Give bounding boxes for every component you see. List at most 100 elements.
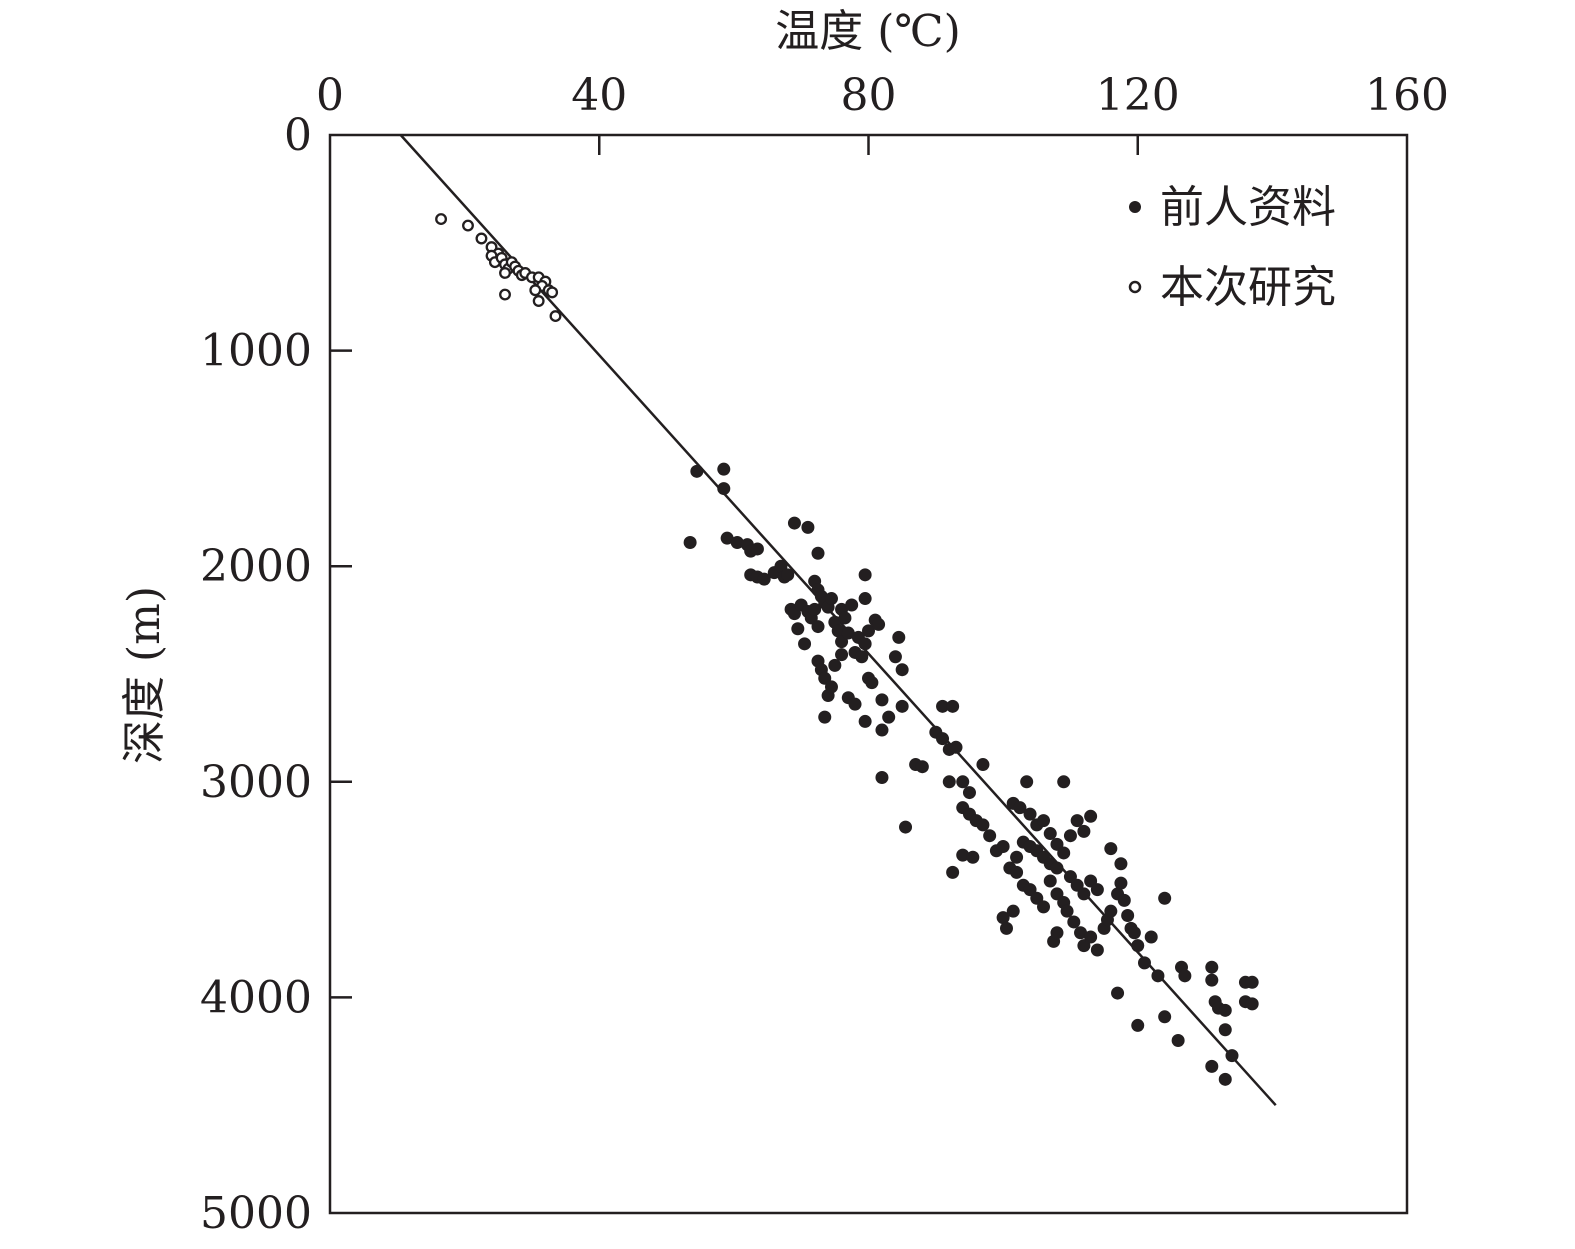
data-point-filled bbox=[1013, 801, 1027, 815]
data-point-filled bbox=[1037, 900, 1051, 914]
data-point-filled bbox=[1218, 1023, 1232, 1037]
data-point-filled bbox=[1006, 904, 1020, 918]
y-axis-title: 深度 (m) bbox=[119, 586, 170, 764]
data-point-filled bbox=[818, 710, 832, 724]
y-tick-label: 2000 bbox=[200, 541, 312, 592]
data-points bbox=[435, 213, 1259, 1086]
data-point-filled bbox=[1020, 775, 1034, 789]
data-point-filled bbox=[1127, 926, 1141, 940]
data-point-filled bbox=[1158, 891, 1172, 905]
data-point-open bbox=[475, 232, 488, 245]
data-point-filled bbox=[976, 758, 990, 772]
data-point-filled bbox=[1023, 807, 1037, 821]
data-point-filled bbox=[875, 770, 889, 784]
x-axis-title: 温度 (℃) bbox=[775, 6, 961, 57]
data-point-filled bbox=[942, 775, 956, 789]
data-point-filled bbox=[1117, 893, 1131, 907]
data-point-filled bbox=[1218, 1072, 1232, 1086]
y-tick-label: 1000 bbox=[200, 326, 312, 377]
data-point-filled bbox=[875, 723, 889, 737]
data-point-filled bbox=[1010, 850, 1024, 864]
data-point-filled bbox=[1245, 975, 1259, 989]
data-point-filled bbox=[882, 710, 896, 724]
data-point-filled bbox=[824, 680, 838, 694]
data-point-filled bbox=[996, 839, 1010, 853]
data-point-filled bbox=[1070, 814, 1084, 828]
data-point-filled bbox=[1090, 943, 1104, 957]
data-point-filled bbox=[1050, 926, 1064, 940]
data-point-filled bbox=[858, 637, 872, 651]
data-point-filled bbox=[946, 699, 960, 713]
data-point-filled bbox=[858, 714, 872, 728]
data-point-filled bbox=[946, 865, 960, 879]
data-point-filled bbox=[1077, 887, 1091, 901]
data-point-filled bbox=[872, 617, 886, 631]
y-tick-label: 0 bbox=[284, 110, 312, 161]
data-point-filled bbox=[717, 462, 731, 476]
y-tick-label: 3000 bbox=[200, 757, 312, 808]
data-point-filled bbox=[1131, 1018, 1145, 1032]
data-point-filled bbox=[835, 648, 849, 662]
data-point-filled bbox=[1151, 969, 1165, 983]
data-point-filled bbox=[999, 921, 1013, 935]
data-point-filled bbox=[845, 598, 859, 612]
y-tick-label: 4000 bbox=[200, 972, 312, 1023]
data-point-filled bbox=[1063, 829, 1077, 843]
data-point-filled bbox=[1104, 904, 1118, 918]
data-point-filled bbox=[915, 760, 929, 774]
data-point-filled bbox=[848, 697, 862, 711]
data-point-filled bbox=[899, 820, 913, 834]
data-point-filled bbox=[1205, 1059, 1219, 1073]
data-point-open bbox=[532, 295, 545, 307]
data-point-filled bbox=[1225, 1049, 1239, 1063]
data-point-filled bbox=[936, 732, 950, 746]
data-point-filled bbox=[720, 531, 734, 545]
data-point-filled bbox=[750, 542, 764, 556]
data-point-filled bbox=[791, 622, 805, 636]
data-point-filled bbox=[811, 620, 825, 634]
data-point-filled bbox=[838, 611, 852, 625]
data-point-filled bbox=[1104, 842, 1118, 856]
data-point-filled bbox=[1060, 904, 1074, 918]
data-point-filled bbox=[996, 911, 1010, 925]
data-point-filled bbox=[730, 535, 744, 549]
x-tick-label: 120 bbox=[1096, 70, 1180, 121]
data-point-open bbox=[546, 286, 559, 299]
data-point-filled bbox=[1137, 956, 1151, 970]
data-point-filled bbox=[798, 637, 812, 651]
data-point-open bbox=[499, 267, 511, 279]
data-point-open bbox=[462, 219, 474, 232]
data-point-filled bbox=[1245, 997, 1259, 1011]
data-point-filled bbox=[895, 699, 909, 713]
data-point-filled bbox=[1037, 814, 1051, 828]
data-point-filled bbox=[962, 786, 976, 800]
data-point-filled bbox=[1067, 915, 1081, 929]
data-point-filled bbox=[828, 658, 842, 672]
y-tick-label: 5000 bbox=[200, 1188, 312, 1239]
data-point-filled bbox=[1043, 827, 1057, 841]
data-point-filled bbox=[781, 568, 795, 582]
data-point-filled bbox=[1084, 809, 1098, 823]
data-point-filled bbox=[831, 624, 845, 638]
data-point-filled bbox=[1205, 973, 1219, 987]
data-point-filled bbox=[1218, 1003, 1232, 1017]
data-point-filled bbox=[808, 602, 822, 616]
data-point-filled bbox=[801, 520, 815, 534]
data-point-filled bbox=[956, 775, 970, 789]
data-point-filled bbox=[1057, 846, 1071, 860]
data-point-filled bbox=[1050, 861, 1064, 875]
data-point-filled bbox=[895, 663, 909, 677]
data-point-filled bbox=[875, 693, 889, 707]
data-point-filled bbox=[865, 676, 879, 690]
data-point-filled bbox=[966, 850, 980, 864]
data-point-filled bbox=[1077, 824, 1091, 838]
data-point-filled bbox=[1171, 1034, 1185, 1048]
data-point-filled bbox=[855, 650, 869, 664]
ticks: 0 40 80 120 160 0 1000 2000 3000 4000 5000 bbox=[200, 70, 1449, 1239]
data-point-filled bbox=[717, 482, 731, 496]
x-tick-label: 0 bbox=[316, 70, 344, 121]
data-point-filled bbox=[1043, 874, 1057, 888]
x-tick-label: 80 bbox=[841, 70, 897, 121]
data-point-filled bbox=[956, 848, 970, 862]
data-point-filled bbox=[983, 829, 997, 843]
